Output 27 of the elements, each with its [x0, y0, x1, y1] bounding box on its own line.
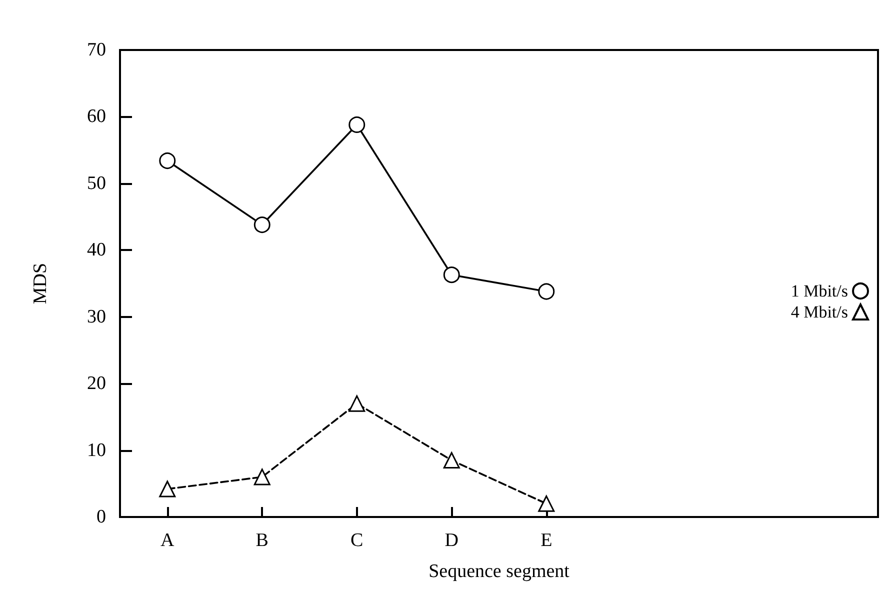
point — [348, 116, 366, 133]
x-axis-title: Sequence segment — [428, 561, 570, 582]
x-tick-label: D — [444, 530, 458, 551]
point — [254, 468, 270, 486]
point — [159, 152, 176, 169]
y-tick-label: 0 — [96, 506, 106, 528]
y-tick-label: 40 — [87, 240, 106, 261]
legend-label: 4 Mbit/s — [790, 302, 848, 322]
y-tick-label: 70 — [87, 40, 106, 60]
y-tick-label: 50 — [87, 172, 106, 194]
point — [254, 216, 270, 234]
legend-label: 1 Mbit/s — [790, 282, 848, 300]
x-tick-label: E — [540, 530, 552, 551]
point — [159, 480, 176, 498]
point — [443, 452, 460, 469]
point — [538, 283, 555, 300]
point — [443, 266, 460, 284]
y-axis-title: MDS — [30, 262, 51, 304]
y-tick-label: 60 — [87, 106, 106, 128]
y-tick-label: 20 — [87, 373, 106, 394]
x-tick-label: C — [350, 530, 364, 551]
y-tick-label: 10 — [87, 440, 106, 461]
point — [348, 395, 366, 412]
point — [538, 495, 555, 512]
x-tick-label: A — [160, 530, 175, 551]
y-tick-label: 30 — [87, 306, 106, 328]
x-tick-label: B — [256, 530, 268, 551]
